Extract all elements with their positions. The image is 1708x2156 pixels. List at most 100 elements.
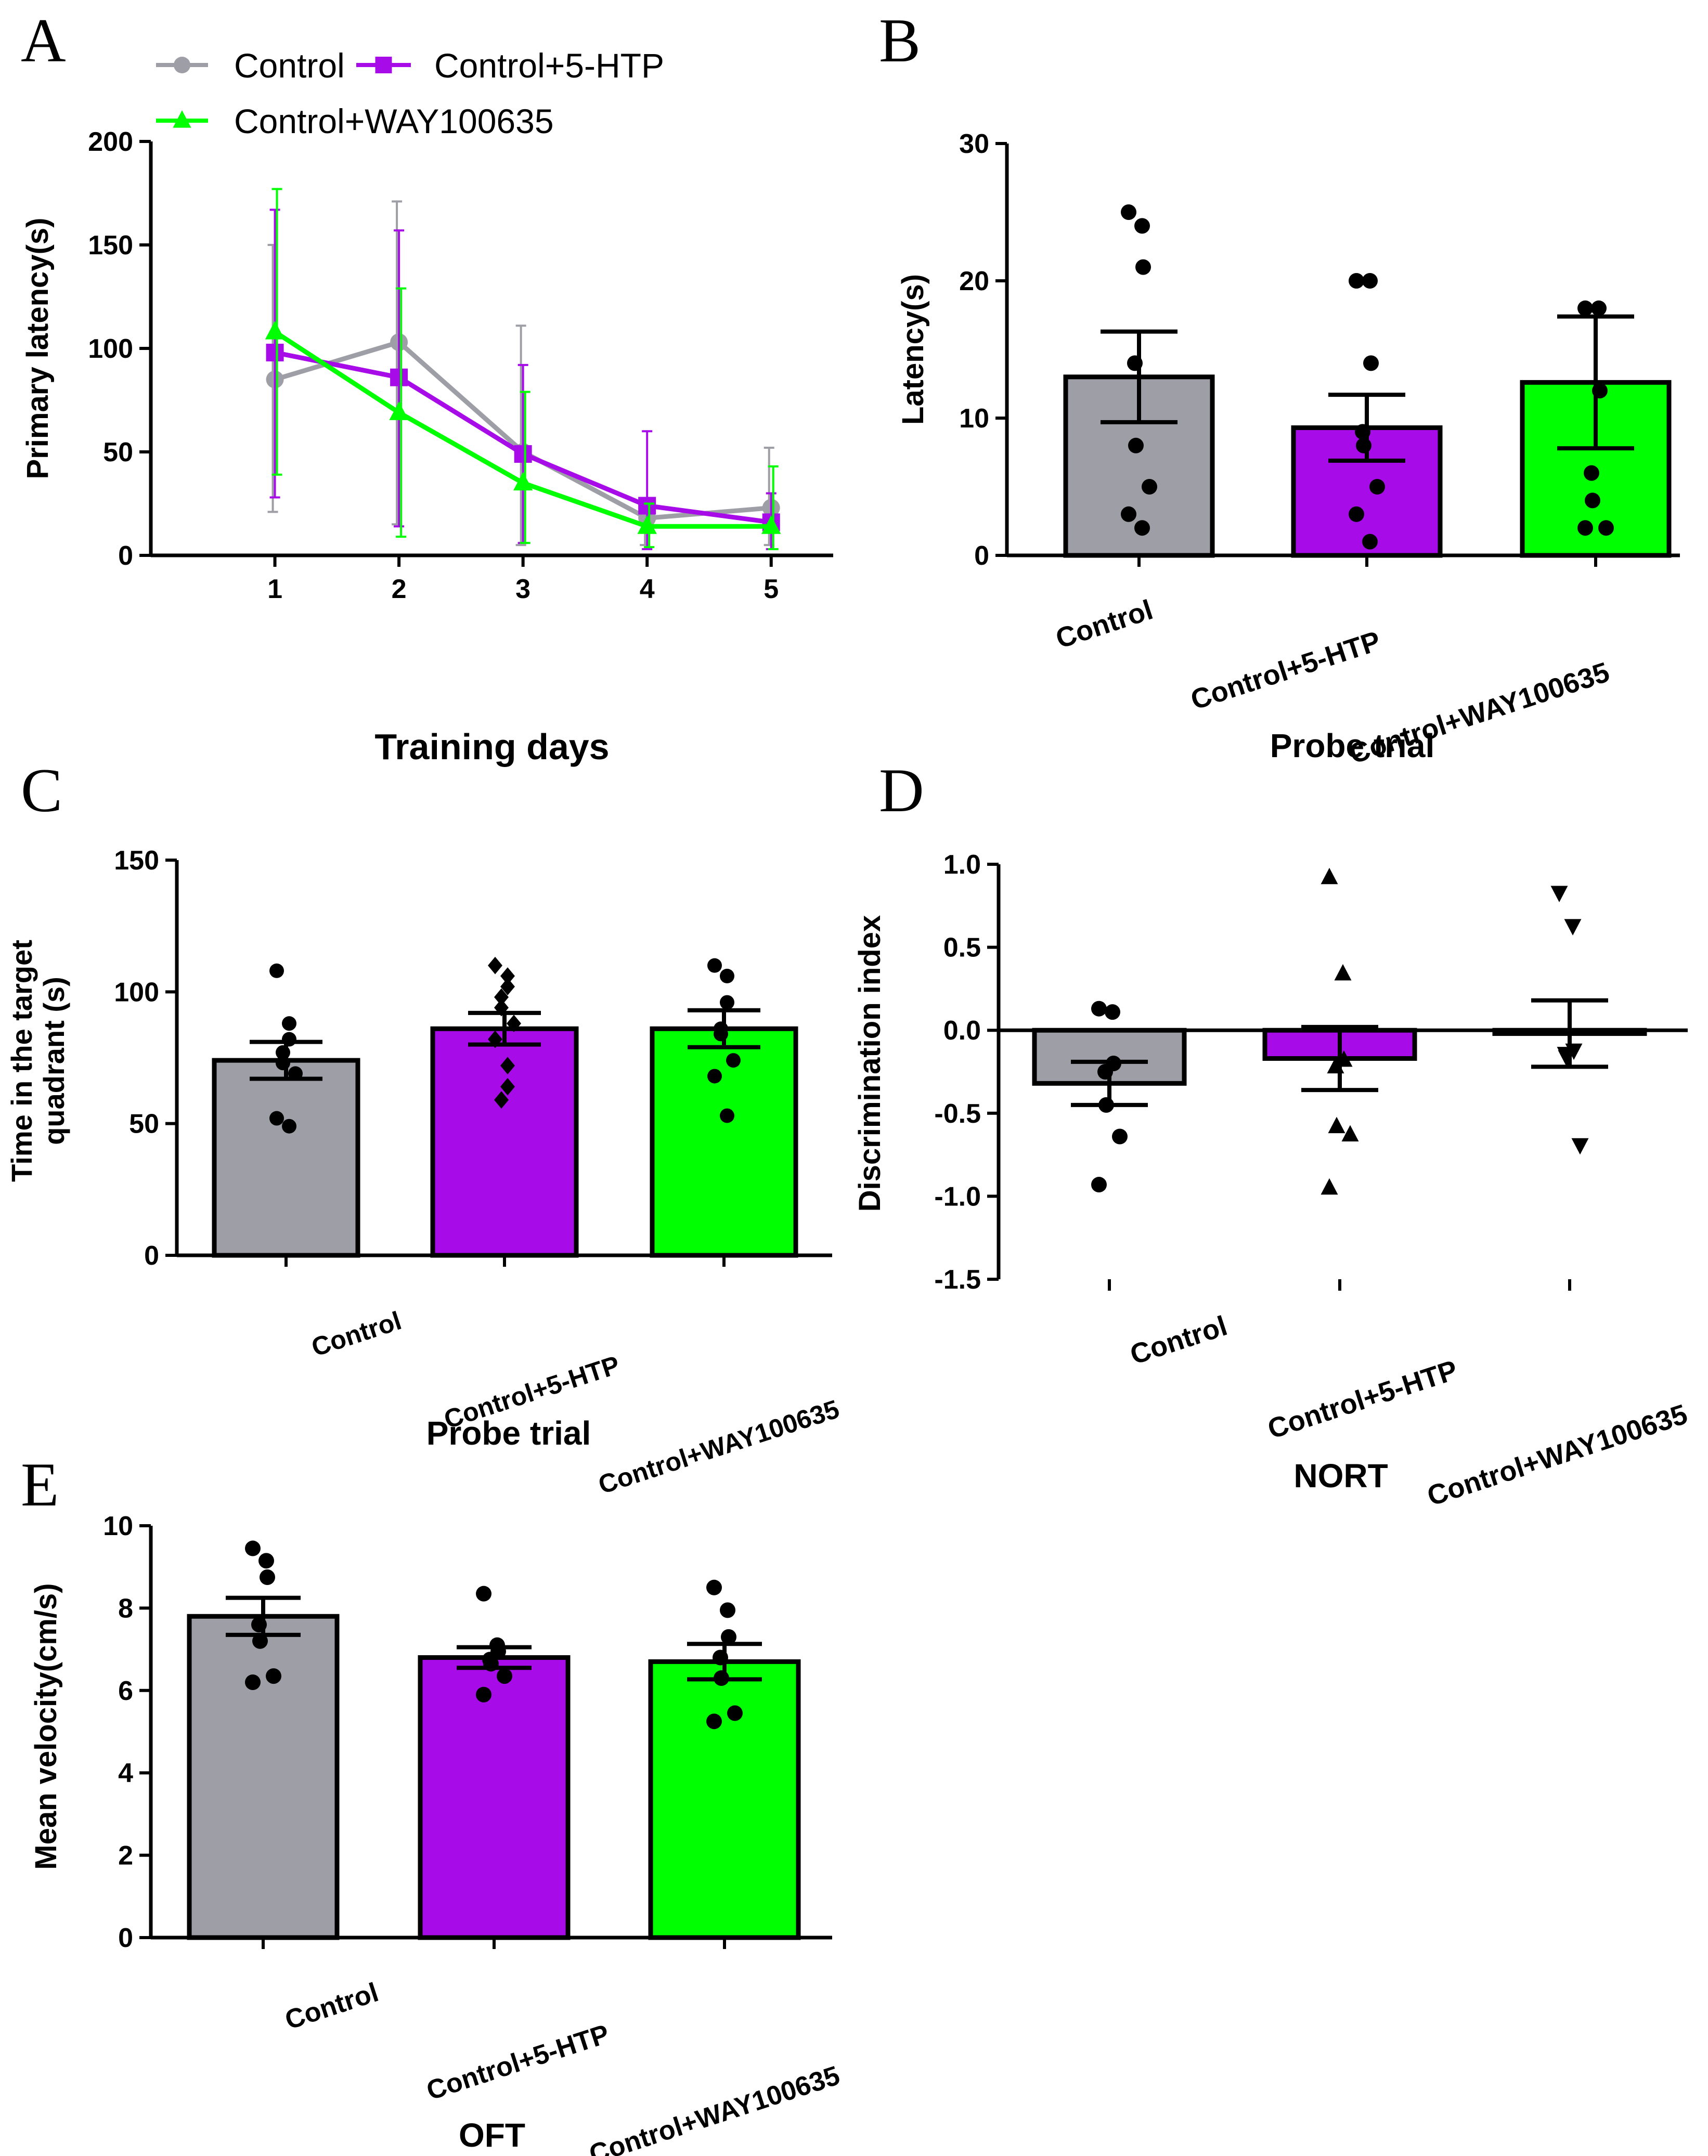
data-point xyxy=(1356,437,1371,453)
y-tick-label: 0 xyxy=(144,1241,159,1271)
panel-letter-e: E xyxy=(21,1450,59,1519)
bar-group-control: Control xyxy=(212,963,405,1362)
y-axis-title-line: quadrant (s) xyxy=(37,977,70,1145)
data-point xyxy=(245,1674,261,1690)
data-point xyxy=(1363,355,1379,371)
legend-item: Control+5-HTP xyxy=(356,46,664,85)
panel-letter-a: A xyxy=(21,6,66,75)
legend-label: Control+WAY100635 xyxy=(234,102,554,140)
data-point xyxy=(288,1066,303,1081)
data-point xyxy=(1341,1125,1359,1142)
y-axis-title: Latency(s) xyxy=(896,274,930,425)
data-point xyxy=(1577,300,1593,316)
y-tick-label: -0.5 xyxy=(934,1099,981,1129)
data-point xyxy=(714,1027,728,1042)
data-point xyxy=(706,1713,722,1730)
series-control-way100635 xyxy=(265,188,781,551)
data-point xyxy=(1592,383,1608,399)
data-point xyxy=(494,998,509,1017)
data-point xyxy=(500,1077,515,1096)
data-point xyxy=(1112,1128,1128,1145)
data-point xyxy=(1142,479,1157,495)
panel-d-bar-chart: D1.00.50.0-0.5-1.0-1.5ControlControl+5-H… xyxy=(853,756,1691,1512)
data-point xyxy=(1097,1064,1113,1080)
y-axis-title: Primary latency(s) xyxy=(21,218,55,479)
data-point xyxy=(720,1602,735,1618)
panel-a-line-chart: A 0 50 100 150 200 1 2 3 4 5 Primary latency(s) Trai… xyxy=(21,6,833,767)
data-point xyxy=(707,958,722,973)
data-point xyxy=(1105,1004,1120,1020)
x-axis-title: OFT xyxy=(459,2116,525,2154)
y-tick-label: 50 xyxy=(103,437,133,467)
data-point xyxy=(276,1056,290,1071)
y-tick-label: 10 xyxy=(103,1511,133,1541)
data-point xyxy=(1135,259,1151,275)
legend: Control Control+5-HTP Control+WAY100635 xyxy=(156,46,664,140)
data-point xyxy=(1564,919,1582,936)
y-axis-title: Time in the targetquadrant (s) xyxy=(5,940,70,1182)
data-point xyxy=(500,1057,515,1074)
data-point xyxy=(1321,1178,1338,1195)
data-point xyxy=(265,320,285,340)
data-point xyxy=(1349,273,1364,289)
data-point xyxy=(282,1119,296,1134)
y-axis-title: Mean velocity(cm/s) xyxy=(29,1583,63,1869)
y-tick-label: 0.0 xyxy=(943,1016,981,1046)
data-point xyxy=(1334,964,1352,981)
y-tick-label: 100 xyxy=(114,977,159,1007)
y-tick-label: 2 xyxy=(118,1841,133,1871)
data-point xyxy=(483,1656,499,1672)
data-point xyxy=(390,368,408,386)
y-axis-title: Discrimination index xyxy=(853,915,887,1212)
y-axis-title-line: Mean velocity(cm/s) xyxy=(29,1583,63,1869)
bar xyxy=(187,1614,340,1940)
y-tick-label: 200 xyxy=(88,127,133,157)
y-tick-label: 10 xyxy=(959,404,989,434)
bar-group-control: Control xyxy=(1032,1001,1231,1371)
legend-label: Control+5-HTP xyxy=(434,46,664,85)
y-tick-label: 50 xyxy=(129,1109,159,1139)
x-tick-label: 4 xyxy=(640,574,655,604)
data-point xyxy=(1328,1116,1345,1134)
data-point xyxy=(1349,506,1364,522)
y-axis-title-line: Time in the target xyxy=(5,940,38,1182)
data-point xyxy=(1121,204,1136,220)
data-point xyxy=(260,1569,275,1585)
data-point xyxy=(706,1579,722,1595)
error-bar xyxy=(1101,329,1178,424)
legend-marker xyxy=(375,57,392,73)
panel-b-bar-chart: B0102030ControlControl+5-HTPControl+WAY1… xyxy=(879,6,1680,770)
data-point xyxy=(258,1553,274,1569)
data-point xyxy=(1598,520,1614,536)
data-point xyxy=(707,1069,722,1084)
data-point xyxy=(500,978,515,995)
data-point xyxy=(389,401,409,420)
data-point xyxy=(1591,300,1607,316)
legend-marker xyxy=(174,57,190,73)
x-axis-title: Training days xyxy=(374,726,609,767)
data-point xyxy=(1571,1138,1589,1155)
x-tick-label: 3 xyxy=(515,574,530,604)
data-point xyxy=(1355,424,1370,440)
bar xyxy=(648,1659,801,1940)
data-point xyxy=(1369,479,1385,495)
y-axis-title-line: Primary latency(s) xyxy=(21,218,55,479)
data-point xyxy=(494,988,509,1006)
data-point xyxy=(1584,465,1599,481)
data-point xyxy=(1121,506,1136,522)
data-point xyxy=(1091,1001,1107,1017)
data-point xyxy=(727,1705,743,1721)
data-point xyxy=(721,1629,736,1645)
data-point xyxy=(476,1586,491,1602)
panel-letter-d: D xyxy=(879,756,924,825)
data-point xyxy=(1550,886,1568,903)
y-tick-label: 0 xyxy=(118,1923,133,1953)
error-bar xyxy=(468,1010,541,1047)
panel-letter-b: B xyxy=(879,6,921,75)
data-point xyxy=(720,1108,734,1123)
y-tick-label: 0 xyxy=(118,541,133,571)
x-axis-title: Probe trial xyxy=(1270,727,1435,764)
panel-letter-c: C xyxy=(21,756,62,825)
bar-group-control-5-htp: Control+5-HTP xyxy=(418,1586,613,2106)
